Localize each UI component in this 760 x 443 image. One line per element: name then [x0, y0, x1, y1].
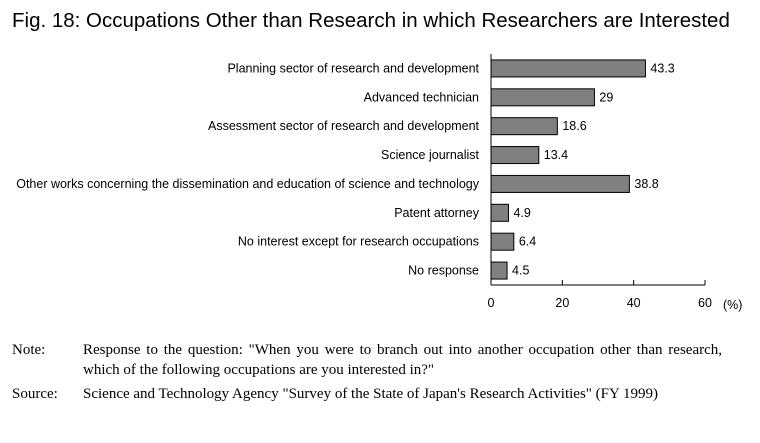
x-axis-unit: (%) — [723, 298, 742, 312]
chart-title: Fig. 18: Occupations Other than Research… — [12, 9, 730, 32]
bar — [490, 146, 540, 165]
notes-section: Note: Response to the question: "When yo… — [12, 340, 722, 408]
bar — [490, 232, 515, 251]
note-label: Note: — [12, 342, 46, 358]
bar-value-label: 13.4 — [544, 148, 568, 162]
category-label: Advanced technician — [364, 90, 479, 104]
bar-value-label: 4.9 — [513, 206, 530, 220]
x-tick-label: 40 — [627, 296, 641, 310]
note-text: Response to the question: "When you were… — [83, 342, 722, 378]
bars-layer: Planning sector of research and developm… — [16, 59, 675, 280]
category-label: Assessment sector of research and develo… — [208, 119, 479, 133]
bar — [490, 59, 646, 78]
x-tick-label: 0 — [488, 296, 495, 310]
bar-value-label: 29 — [599, 90, 613, 104]
bar-chart: Planning sector of research and developm… — [16, 54, 742, 312]
bar-value-label: 43.3 — [650, 61, 674, 75]
note-row: Note: Response to the question: "When yo… — [12, 340, 722, 380]
bar-value-label: 18.6 — [562, 119, 586, 133]
category-label: Science journalist — [381, 148, 479, 162]
source-text: Science and Technology Agency "Survey of… — [83, 386, 659, 402]
bar — [490, 203, 509, 222]
category-label: Patent attorney — [394, 206, 480, 220]
bar-value-label: 38.8 — [634, 177, 658, 191]
category-label: No interest except for research occupati… — [238, 235, 479, 249]
x-tick-label: 60 — [698, 296, 712, 310]
category-label: No response — [408, 264, 479, 278]
source-row: Source: Science and Technology Agency "S… — [12, 384, 722, 404]
category-label: Other works concerning the dissemination… — [16, 177, 480, 191]
bar — [490, 88, 595, 107]
bar — [490, 174, 630, 193]
bar — [490, 117, 558, 136]
bar-value-label: 6.4 — [519, 235, 536, 249]
category-label: Planning sector of research and developm… — [227, 61, 479, 75]
x-ticks: 0 20 40 60 — [488, 280, 712, 310]
source-label: Source: — [12, 386, 58, 402]
bar-value-label: 4.5 — [512, 264, 529, 278]
x-tick-label: 20 — [555, 296, 569, 310]
bar — [490, 261, 508, 280]
